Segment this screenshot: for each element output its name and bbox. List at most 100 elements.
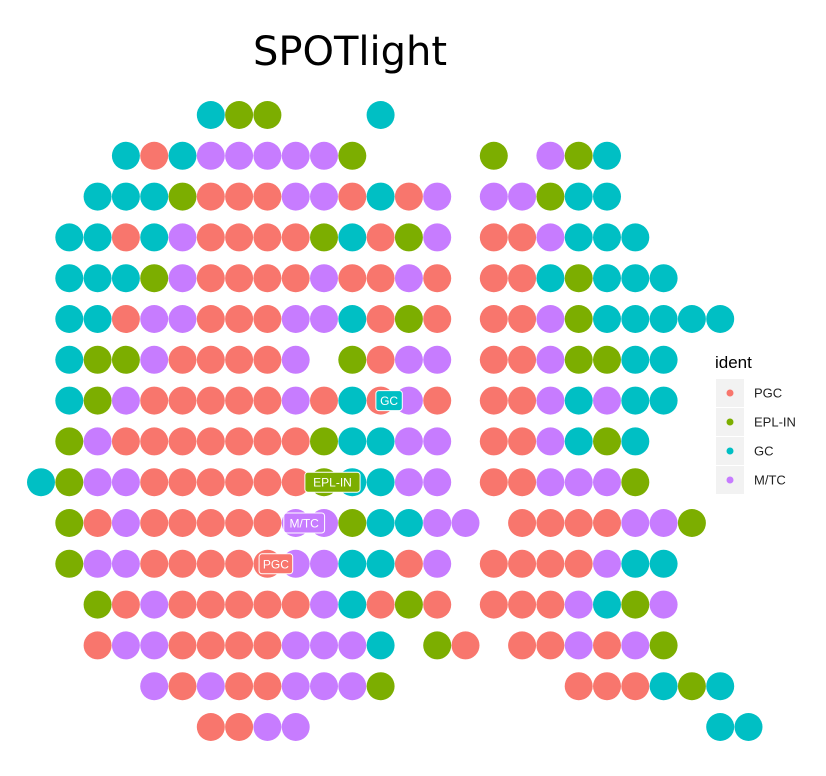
cluster-label-gc: GC — [375, 390, 403, 412]
legend-key-dot — [726, 389, 734, 397]
data-point-pgc — [508, 468, 537, 497]
data-point-epl-in — [140, 264, 169, 293]
data-point-pgc — [168, 631, 197, 660]
data-point-mtc — [536, 345, 565, 374]
data-point-mtc — [196, 672, 225, 701]
data-point-epl-in — [677, 672, 706, 701]
data-point-mtc — [621, 631, 650, 660]
data-point-pgc — [168, 509, 197, 537]
data-point-mtc — [310, 264, 338, 293]
data-point-pgc — [451, 631, 480, 660]
data-point-mtc — [593, 549, 621, 578]
data-point-pgc — [225, 631, 254, 660]
data-point-pgc — [168, 549, 197, 578]
cluster-label-box — [258, 553, 294, 575]
data-point-mtc — [310, 672, 338, 701]
cluster-label-box — [375, 390, 403, 412]
data-point-pgc — [140, 141, 169, 170]
data-point-epl-in — [423, 631, 452, 660]
data-point-pgc — [366, 590, 395, 619]
cluster-label-text: GC — [380, 394, 398, 408]
legend-entry-pgc: PGC — [716, 379, 782, 407]
data-point-gc — [564, 386, 593, 415]
data-point-pgc — [508, 509, 537, 537]
data-point-pgc — [479, 345, 508, 374]
cluster-label-box — [283, 512, 326, 534]
data-point-mtc — [564, 468, 593, 497]
data-point-pgc — [281, 468, 310, 497]
data-point-pgc — [479, 427, 508, 456]
data-point-pgc — [281, 223, 310, 252]
data-point-pgc — [253, 345, 282, 374]
data-point-pgc — [423, 386, 452, 415]
data-point-pgc — [508, 631, 537, 660]
data-point-gc — [168, 141, 197, 170]
legend-key-dot — [726, 418, 734, 426]
data-point-mtc — [423, 223, 452, 252]
data-point-epl-in — [310, 427, 338, 456]
data-point-mtc — [168, 223, 197, 252]
data-point-pgc — [196, 713, 225, 741]
data-point-epl-in — [677, 509, 706, 537]
data-point-gc — [55, 223, 84, 252]
data-point-gc — [338, 223, 367, 252]
data-point-pgc — [593, 631, 621, 660]
data-point-pgc — [508, 264, 537, 293]
data-point-epl-in — [394, 305, 423, 333]
data-point-pgc — [423, 264, 452, 293]
data-point-mtc — [253, 141, 282, 170]
data-point-pgc — [394, 182, 423, 211]
legend-title: ident — [715, 353, 752, 372]
data-point-pgc — [593, 509, 621, 537]
data-point-pgc — [621, 672, 650, 701]
data-point-mtc — [83, 468, 112, 497]
data-point-epl-in — [55, 427, 84, 456]
data-point-gc — [593, 305, 621, 333]
data-point-pgc — [225, 386, 254, 415]
data-point-gc — [338, 590, 367, 619]
data-point-pgc — [168, 590, 197, 619]
data-point-pgc — [253, 386, 282, 415]
data-point-gc — [111, 141, 140, 170]
data-point-pgc — [593, 672, 621, 701]
cluster-labels: GC EPL-IN M/TC PGC — [258, 390, 403, 575]
data-point-epl-in — [394, 590, 423, 619]
data-point-mtc — [310, 141, 338, 170]
data-point-mtc — [479, 182, 508, 211]
data-point-pgc — [564, 549, 593, 578]
cluster-label-mtc: M/TC — [283, 512, 326, 534]
data-point-gc — [140, 223, 169, 252]
data-point-pgc — [140, 509, 169, 537]
data-point-pgc — [253, 590, 282, 619]
data-point-epl-in — [564, 345, 593, 374]
data-point-pgc — [479, 386, 508, 415]
data-point-mtc — [281, 305, 310, 333]
data-point-pgc — [508, 549, 537, 578]
data-point-gc — [536, 264, 565, 293]
data-point-pgc — [564, 509, 593, 537]
data-point-mtc — [649, 590, 678, 619]
data-point-pgc — [310, 386, 338, 415]
data-point-gc — [55, 264, 84, 293]
data-point-pgc — [196, 305, 225, 333]
data-point-pgc — [196, 549, 225, 578]
data-point-pgc — [253, 264, 282, 293]
data-point-epl-in — [338, 141, 367, 170]
data-point-gc — [621, 223, 650, 252]
legend-entry-mtc: M/TC — [716, 466, 786, 494]
data-point-pgc — [366, 345, 395, 374]
data-point-pgc — [253, 223, 282, 252]
data-point-epl-in — [621, 468, 650, 497]
data-point-pgc — [479, 590, 508, 619]
data-point-epl-in — [564, 141, 593, 170]
data-point-mtc — [168, 305, 197, 333]
data-point-gc — [338, 386, 367, 415]
data-point-mtc — [310, 631, 338, 660]
data-point-epl-in — [225, 101, 254, 129]
legend-label: GC — [754, 444, 774, 459]
data-point-mtc — [83, 549, 112, 578]
data-point-pgc — [83, 509, 112, 537]
legend-label: EPL-IN — [754, 415, 796, 430]
data-point-pgc — [225, 305, 254, 333]
data-point-pgc — [225, 468, 254, 497]
